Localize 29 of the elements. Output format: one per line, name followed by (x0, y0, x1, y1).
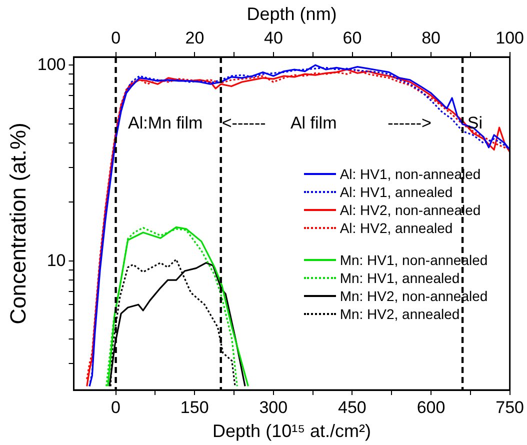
annotation: <------ (222, 113, 266, 132)
x-tick-label: 150 (180, 398, 209, 417)
x2-tick-label: 80 (422, 28, 440, 48)
x2-tick-label: 100 (496, 28, 524, 48)
legend-label: Mn: HV2, non-annealed (340, 286, 488, 304)
annotation: Si (467, 113, 482, 132)
y-axis-title: Concentration (at.%) (5, 122, 30, 324)
legend-label: Mn: HV1, annealed (340, 268, 460, 286)
legend-label: Al: HV1, non-annealed (340, 164, 481, 182)
legend-label: Al: HV1, annealed (340, 182, 453, 200)
x2-axis-title: Depth (nm) (246, 4, 337, 24)
x-tick-label: 300 (259, 398, 288, 417)
annotation: ------> (388, 113, 432, 132)
x2-tick-label: 60 (342, 28, 362, 48)
annotation: Al film (290, 113, 337, 132)
annotation: Al:Mn film (128, 113, 203, 132)
x-tick-label: 600 (416, 398, 446, 417)
legend-label: Mn: HV1, non-annealed (340, 250, 488, 268)
x2-tick-label: 20 (185, 28, 204, 48)
x2-tick-label: 40 (264, 28, 283, 48)
x-tick-label: 0 (111, 398, 121, 417)
x-axis-title: Depth (10¹⁵ at./cm²) (212, 421, 372, 442)
legend-label: Al: HV2, non-annealed (340, 200, 481, 218)
x2-tick-label: 0 (111, 28, 121, 48)
x-tick-label: 750 (496, 398, 524, 417)
legend-label: Mn: HV2, annealed (340, 304, 460, 322)
y-tick-label: 10 (46, 250, 66, 270)
x-tick-label: 450 (338, 398, 366, 417)
legend-label: Al: HV2, annealed (340, 218, 453, 236)
